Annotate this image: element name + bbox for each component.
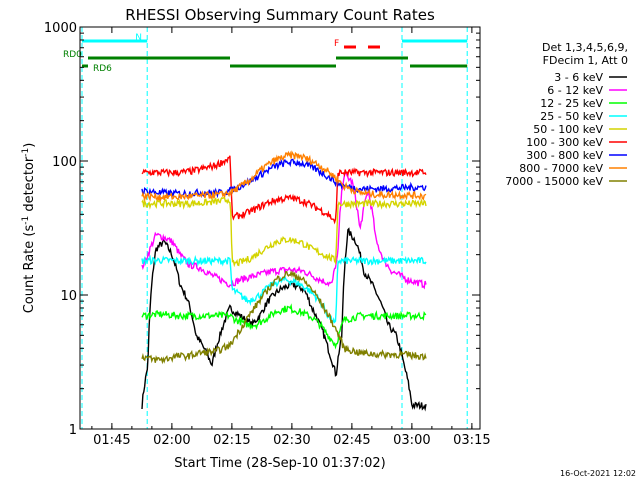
series-line-6	[141, 158, 427, 199]
x-tick-label-1: 02:00	[153, 433, 190, 448]
x-axis-label: Start Time (28-Sep-10 01:37:02)	[174, 456, 385, 471]
series-line-1	[141, 171, 427, 290]
series-line-2	[141, 303, 427, 350]
series-line-3	[141, 254, 427, 324]
plot-frame	[79, 26, 481, 430]
y-axis-label: Count Rate (s-1 detector-1)	[21, 143, 37, 314]
state-label-rd0: RD0	[63, 50, 82, 60]
y-tick-label-2: 100	[52, 155, 77, 170]
legend-title-0: Det 1,3,4,5,6,9,	[542, 41, 628, 54]
x-tick-label-3: 02:30	[273, 433, 310, 448]
x-tick-label-5: 03:00	[393, 433, 430, 448]
legend-label-3: 25 - 50 keV	[540, 110, 603, 123]
legend-title-1: FDecim 1, Att 0	[543, 54, 628, 67]
legend-label-2: 12 - 25 keV	[540, 97, 603, 110]
series-line-7	[141, 150, 427, 203]
y-tick-label-1: 10	[60, 289, 77, 304]
legend-label-5: 100 - 300 keV	[526, 136, 603, 149]
series-line-0	[141, 227, 427, 412]
x-tick-label-4: 02:45	[333, 433, 370, 448]
legend-label-8: 7000 - 15000 keV	[505, 175, 603, 188]
chart-title: RHESSI Observing Summary Count Rates	[125, 6, 435, 24]
date-stamp: 16-Oct-2021 12:02	[560, 469, 636, 478]
series-line-5	[141, 155, 427, 225]
series-line-8	[141, 269, 427, 365]
state-label-n: N	[135, 33, 142, 43]
state-label-f: F	[334, 39, 339, 49]
legend: Det 1,3,4,5,6,9,FDecim 1, Att 0 3 - 6 keV…	[505, 41, 628, 188]
x-tick-label-0: 01:45	[93, 433, 130, 448]
x-tick-label-6: 03:15	[453, 433, 490, 448]
x-tick-label-2: 02:15	[213, 433, 250, 448]
series-line-4	[141, 196, 427, 268]
legend-label-1: 6 - 12 keV	[547, 84, 603, 97]
legend-label-7: 800 - 7000 keV	[519, 162, 603, 175]
legend-label-4: 50 - 100 keV	[533, 123, 603, 136]
y-tick-label-3: 1000	[44, 21, 77, 36]
legend-label-6: 300 - 800 keV	[526, 149, 603, 162]
y-tick-label-0: 1	[69, 423, 77, 438]
state-label-rd6: RD6	[93, 64, 112, 74]
legend-label-0: 3 - 6 keV	[554, 71, 603, 84]
